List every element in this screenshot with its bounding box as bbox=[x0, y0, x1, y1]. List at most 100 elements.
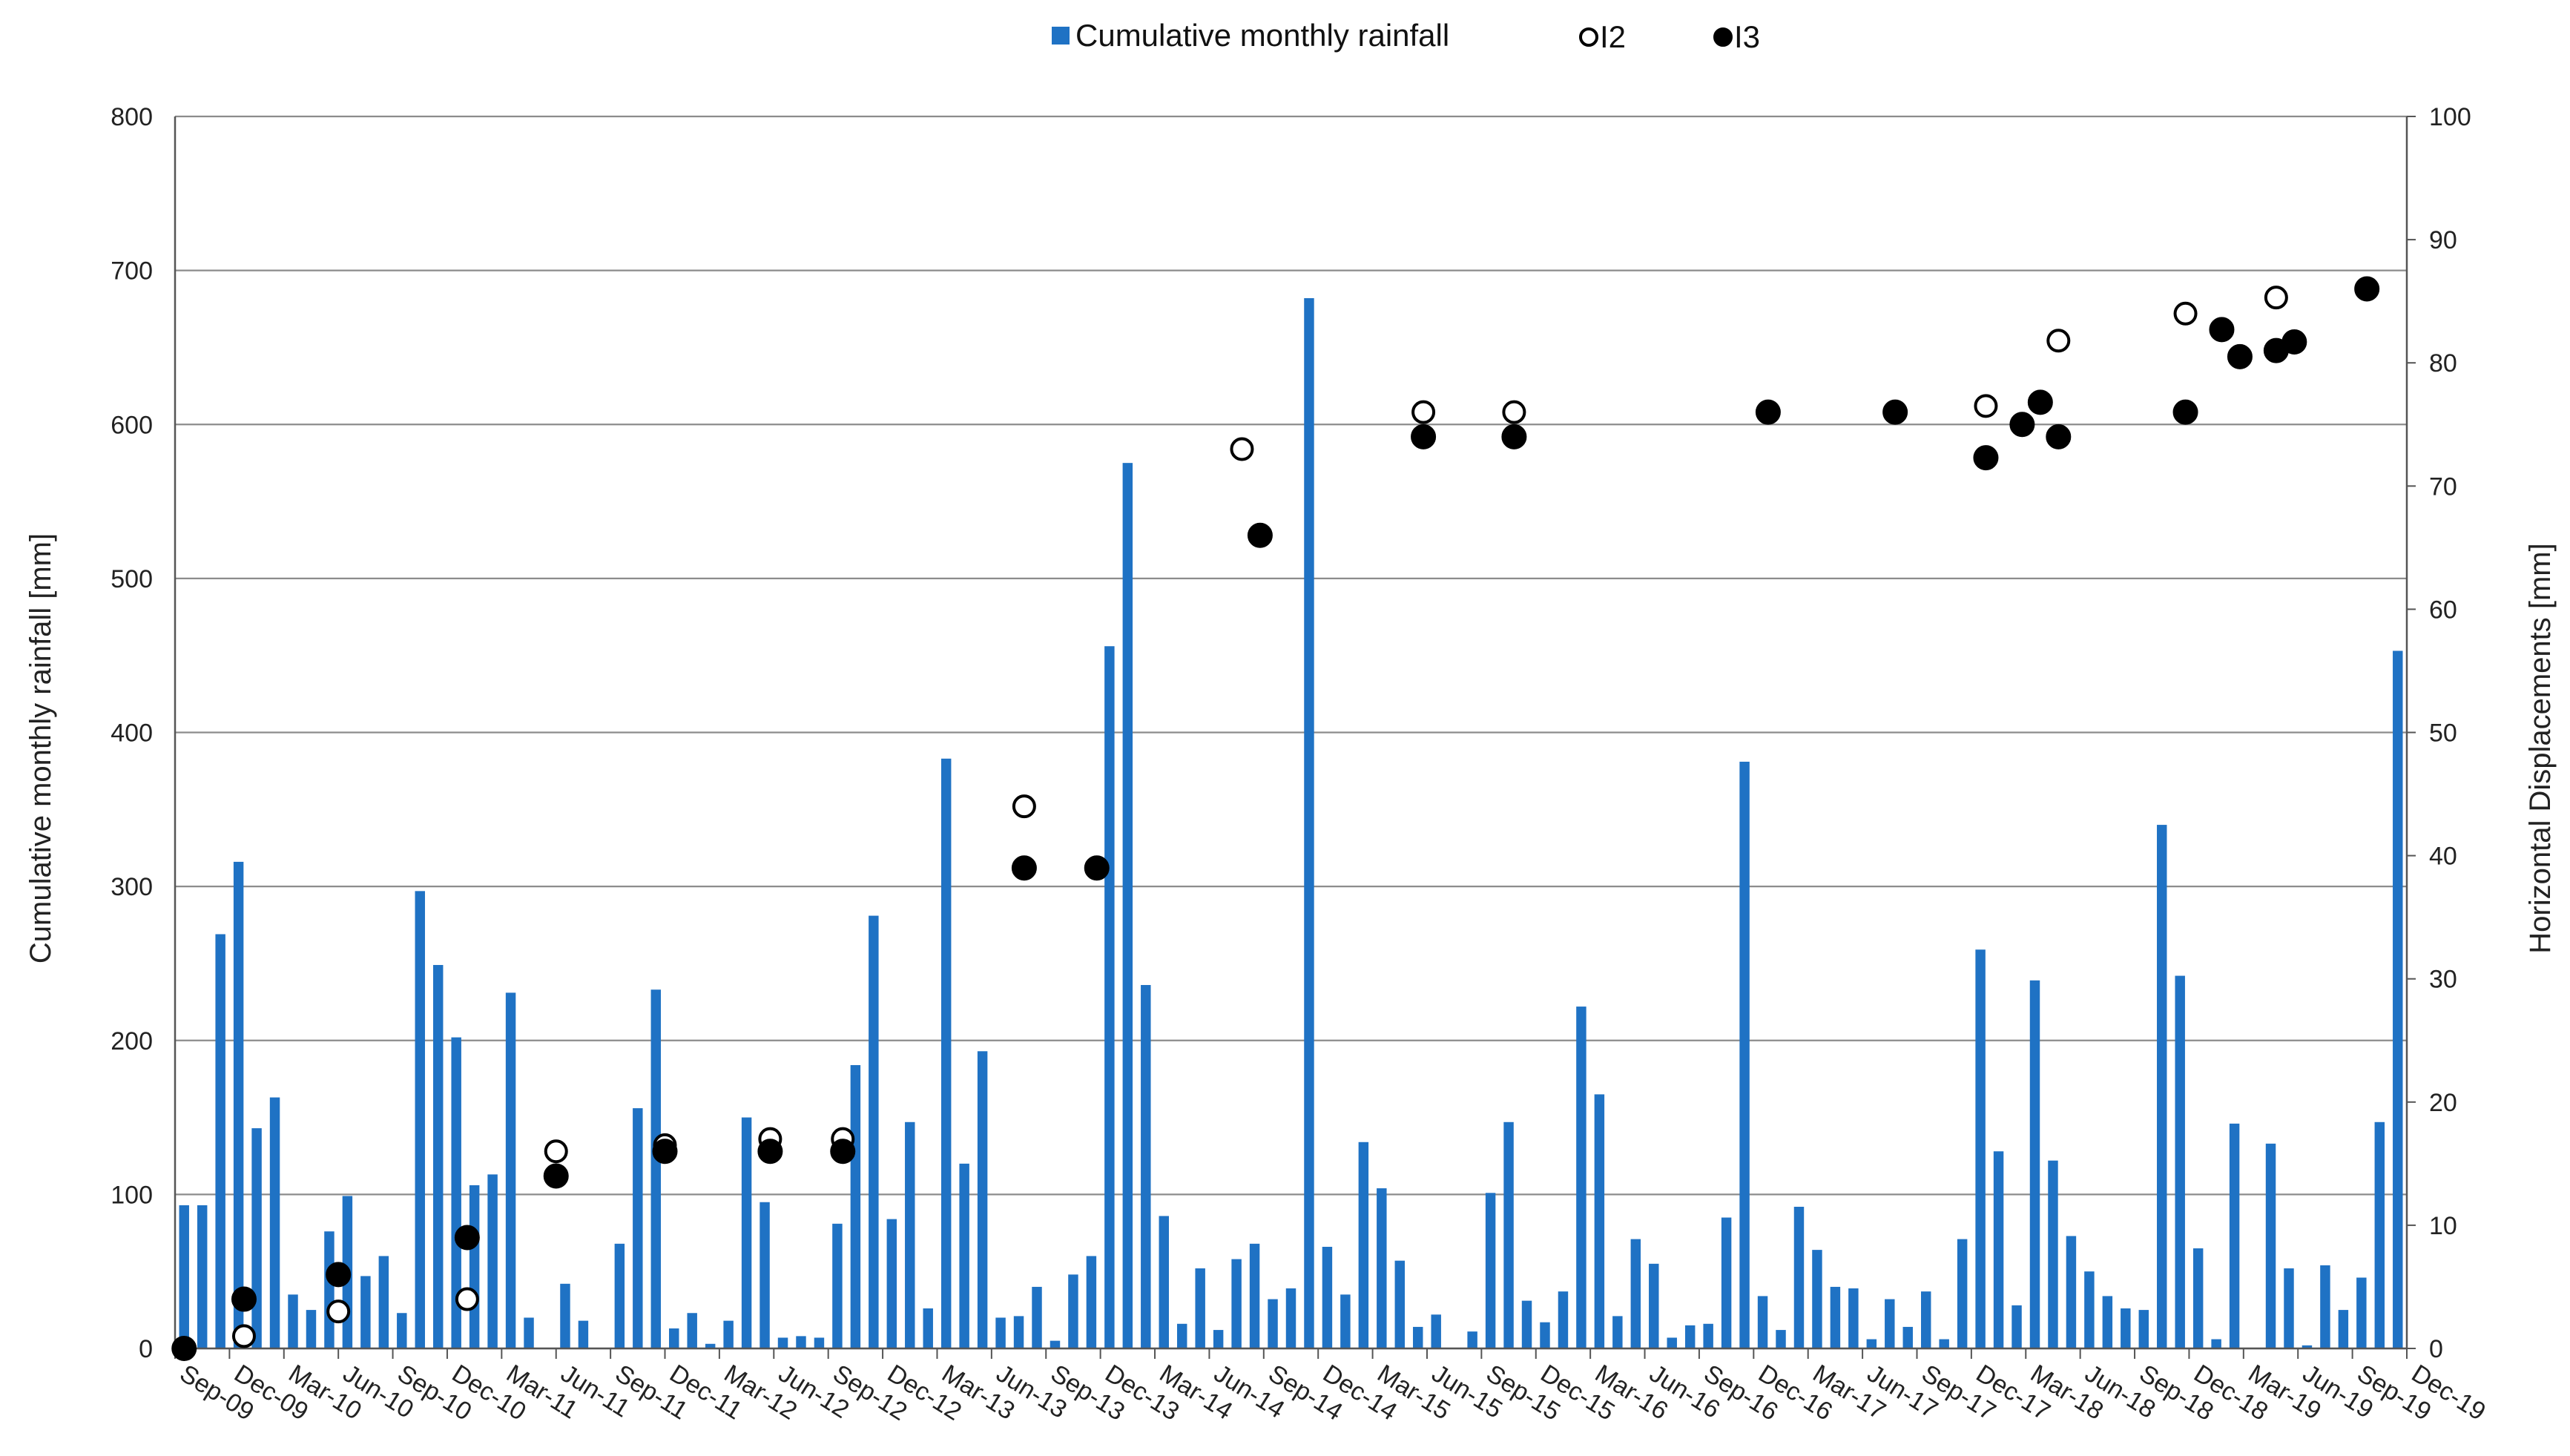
rainfall-bar bbox=[2029, 980, 2040, 1348]
rainfall-bar bbox=[1159, 1216, 1169, 1348]
i3-point bbox=[1882, 399, 1908, 425]
y-tick-label-right: 60 bbox=[2429, 596, 2457, 624]
rainfall-bar bbox=[2121, 1308, 2131, 1348]
i3-point bbox=[326, 1262, 352, 1288]
i3-point bbox=[1247, 522, 1273, 548]
y-tick-label-right: 0 bbox=[2429, 1335, 2443, 1363]
rainfall-bar bbox=[1104, 646, 1115, 1348]
rainfall-bar bbox=[2011, 1305, 2022, 1348]
i3-point bbox=[543, 1163, 569, 1189]
rainfall-bar bbox=[977, 1051, 988, 1348]
i3-point bbox=[2046, 424, 2072, 449]
rainfall-bar bbox=[687, 1313, 697, 1348]
rainfall-bar bbox=[1213, 1330, 1224, 1348]
rainfall-bar bbox=[886, 1219, 897, 1348]
rainfall-bar bbox=[233, 861, 244, 1348]
rainfall-bar bbox=[1558, 1291, 1569, 1348]
rainfall-bar bbox=[469, 1185, 480, 1348]
y-tick-label-right: 70 bbox=[2429, 472, 2457, 501]
legend-label-rainfall: Cumulative monthly rainfall bbox=[1075, 18, 1449, 53]
y-axis-title-left: Cumulative monthly rainfall [mm] bbox=[24, 533, 57, 963]
rainfall-bar bbox=[451, 1037, 461, 1348]
i2-point bbox=[2264, 286, 2288, 310]
rainfall-bar bbox=[415, 891, 425, 1348]
rainfall-bar bbox=[1776, 1330, 1786, 1348]
rainfall-bar bbox=[1268, 1299, 1278, 1348]
i2-point bbox=[1411, 400, 1436, 424]
i2-point bbox=[231, 1324, 256, 1348]
rainfall-bar bbox=[1032, 1286, 1042, 1348]
i3-point bbox=[1755, 399, 1781, 425]
rainfall-bar bbox=[905, 1121, 915, 1348]
rainfall-bar bbox=[251, 1128, 262, 1348]
rainfall-bar bbox=[1195, 1268, 1205, 1348]
y-tick-label-left: 100 bbox=[111, 1181, 153, 1209]
i2-point bbox=[2173, 301, 2198, 326]
rainfall-bar bbox=[1394, 1260, 1406, 1348]
rainfall-bar bbox=[1975, 949, 1986, 1348]
rainfall-bar bbox=[1322, 1246, 1333, 1348]
y-tick-label-right: 30 bbox=[2429, 966, 2457, 994]
rainfall-bars bbox=[179, 297, 2403, 1348]
rainfall-bar bbox=[324, 1231, 335, 1348]
rainfall-bar bbox=[1431, 1314, 1441, 1348]
rainfall-bar bbox=[777, 1337, 788, 1348]
rainfall-bar bbox=[1866, 1339, 1877, 1348]
y-tick-label-left: 200 bbox=[111, 1027, 153, 1055]
rainfall-bar bbox=[1885, 1299, 1895, 1348]
rainfall-bar bbox=[2356, 1277, 2367, 1348]
rainfall-bar bbox=[2374, 1121, 2385, 1348]
rainfall-bar bbox=[1830, 1286, 1841, 1348]
i2-point bbox=[544, 1139, 568, 1164]
i3-point bbox=[2027, 389, 2053, 415]
legend: Cumulative monthly rainfall I2 I3 bbox=[1052, 18, 1760, 54]
i3-point bbox=[231, 1286, 257, 1312]
i3-point bbox=[830, 1139, 856, 1165]
rainfall-bar bbox=[1793, 1206, 1805, 1348]
rainfall-bar bbox=[2102, 1296, 2113, 1348]
rainfall-bar bbox=[650, 989, 662, 1348]
y-axis-title-right: Horizontal Displacements [mm] bbox=[2524, 543, 2557, 954]
i2-point bbox=[2046, 329, 2071, 353]
rainfall-bar bbox=[1285, 1288, 1296, 1348]
rainfall-bar bbox=[2084, 1271, 2095, 1348]
i3-point bbox=[1973, 445, 1999, 471]
rainfall-bar bbox=[869, 915, 879, 1348]
rainfall-bar bbox=[1176, 1323, 1187, 1348]
rainfall-bar bbox=[1231, 1259, 1242, 1348]
i3-point bbox=[171, 1336, 197, 1361]
rainfall-bar bbox=[2192, 1248, 2204, 1348]
rainfall-bar bbox=[723, 1320, 734, 1348]
gridlines bbox=[175, 115, 2407, 1350]
rainfall-bar bbox=[1304, 297, 1314, 1348]
rainfall-bar bbox=[1684, 1325, 1696, 1348]
i3-point bbox=[2281, 329, 2307, 355]
y-tick-label-right: 100 bbox=[2429, 103, 2471, 131]
rainfall-bar bbox=[995, 1317, 1006, 1348]
i3-point bbox=[2354, 276, 2380, 302]
rainfall-bar bbox=[1703, 1323, 1713, 1348]
rainfall-bar bbox=[1340, 1294, 1351, 1348]
rainfall-bar bbox=[2138, 1310, 2149, 1348]
rainfall-bar bbox=[2048, 1160, 2058, 1348]
rainfall-bar bbox=[1249, 1243, 1260, 1348]
rainfall-bar bbox=[1649, 1263, 1659, 1348]
rainfall-bar bbox=[923, 1308, 933, 1348]
i3-point bbox=[1411, 424, 1437, 449]
rainfall-bar bbox=[2265, 1143, 2276, 1348]
y-tick-label-left: 500 bbox=[111, 565, 153, 593]
rainfall-bar bbox=[179, 1205, 189, 1348]
legend-label-i2: I2 bbox=[1600, 19, 1626, 54]
i2-point bbox=[1230, 437, 1254, 461]
rainfall-bar bbox=[1812, 1250, 1822, 1348]
rainfall-bar bbox=[2320, 1265, 2330, 1348]
y-tick-label-left: 0 bbox=[139, 1335, 153, 1363]
rainfall-bar bbox=[1957, 1239, 1968, 1348]
rainfall-bar bbox=[796, 1336, 806, 1348]
i2-point bbox=[326, 1299, 351, 1324]
rainfall-bar bbox=[1939, 1339, 1949, 1348]
rainfall-bar bbox=[832, 1223, 843, 1348]
rainfall-bar bbox=[360, 1276, 371, 1348]
rainfall-bar bbox=[487, 1174, 498, 1348]
legend-swatch-rainfall bbox=[1052, 27, 1070, 45]
